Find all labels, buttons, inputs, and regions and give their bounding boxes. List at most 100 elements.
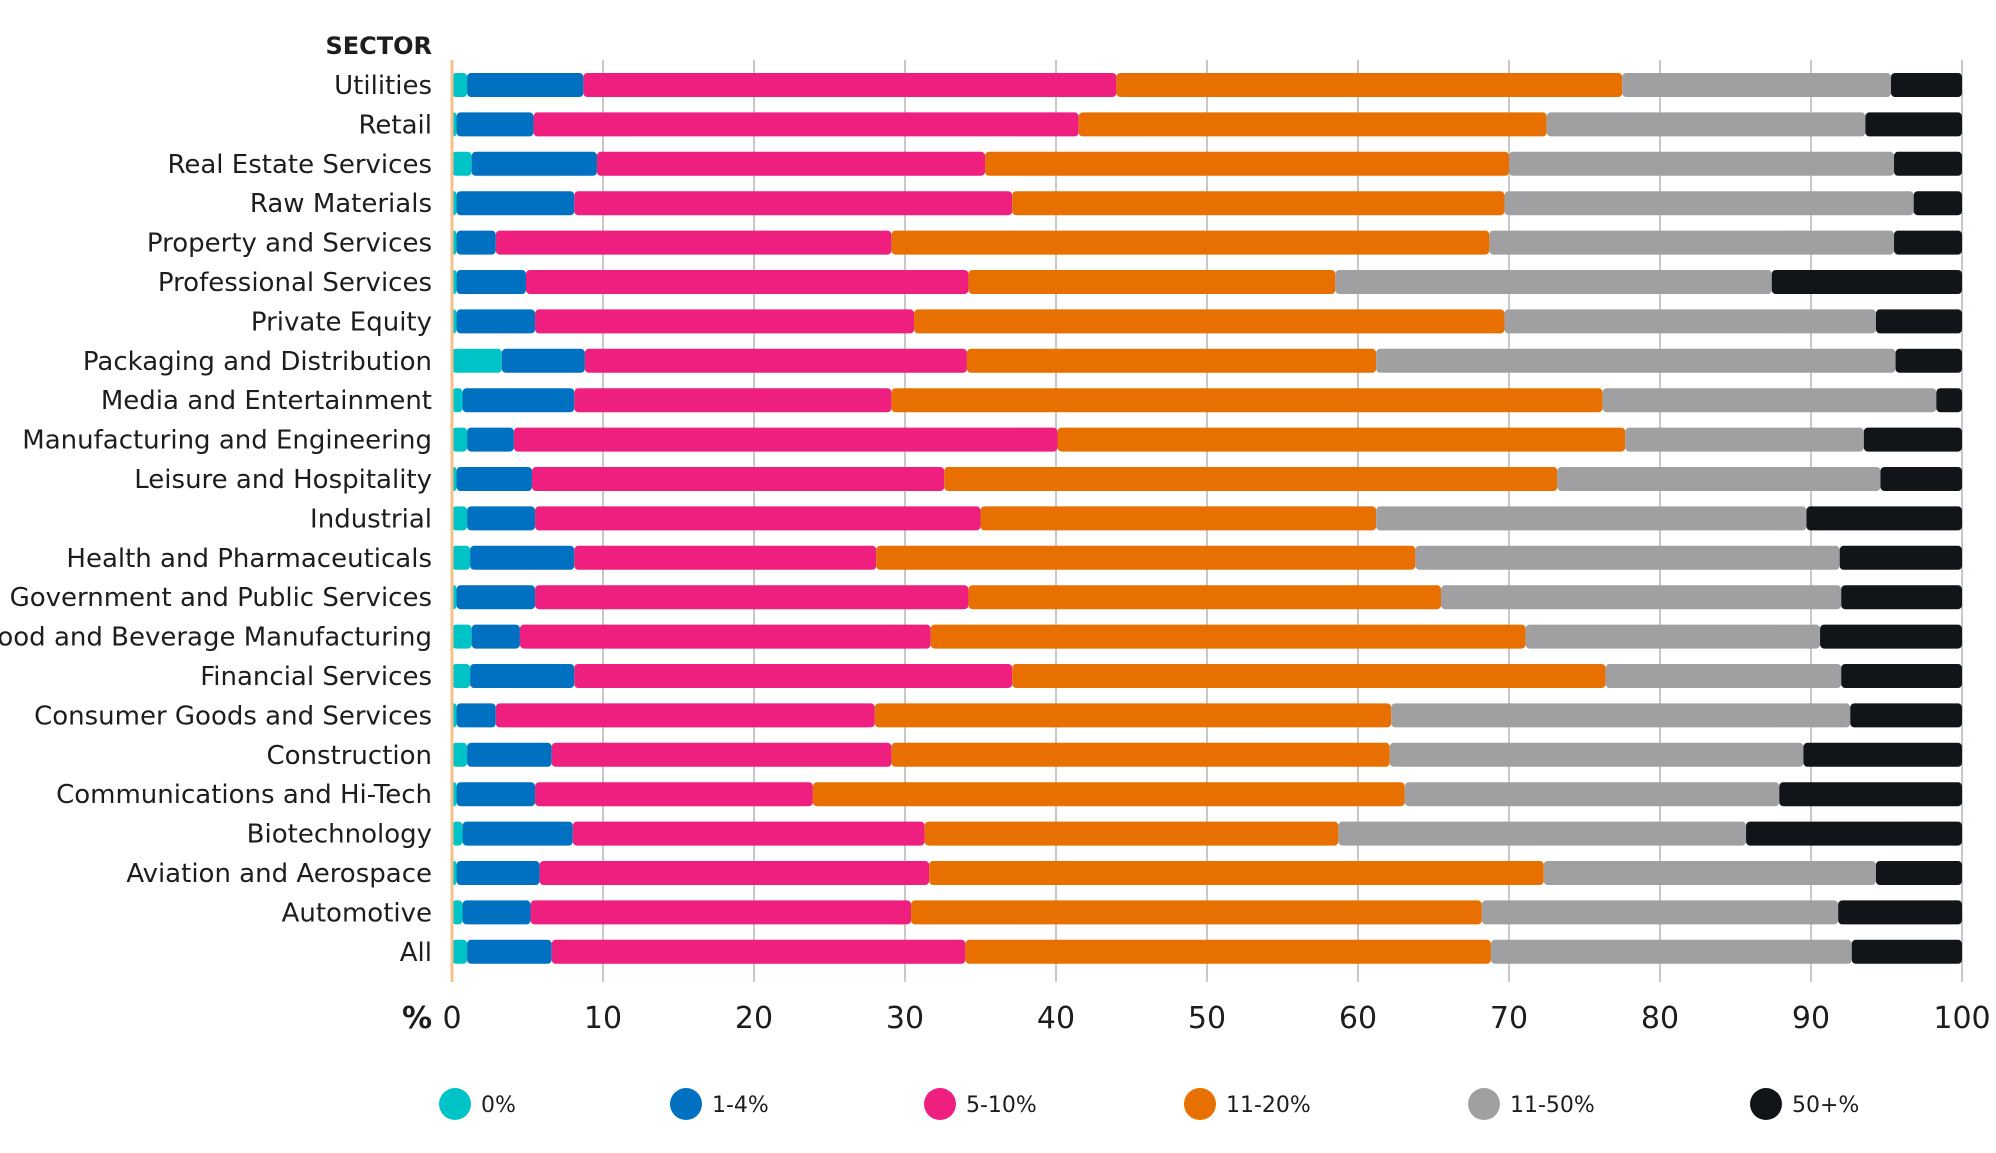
category-label: Manufacturing and Engineering (22, 426, 432, 456)
bar-segment (1880, 467, 1962, 491)
category-label: Packaging and Distribution (83, 347, 432, 377)
bar-segment (470, 545, 575, 570)
bar-segment (965, 939, 1491, 964)
bar-segment (501, 348, 585, 373)
bar-row (452, 309, 1962, 334)
category-label: Consumer Goods and Services (34, 701, 432, 731)
bar-segment (1746, 821, 1962, 846)
legend-label: 50+% (1792, 1093, 1859, 1118)
bar-segment (891, 388, 1603, 413)
category-label: Media and Entertainment (101, 386, 432, 416)
bar-segment (467, 73, 584, 97)
bar-segment (452, 939, 468, 964)
bar-segment (452, 900, 463, 925)
bar-segment (1012, 191, 1505, 216)
bar-segment (456, 703, 496, 728)
legend-item: 11-50% (1468, 1088, 1595, 1120)
bar-segment (1875, 861, 1962, 885)
bar-segment (495, 230, 892, 255)
bar-segment (1841, 664, 1962, 688)
category-label: Retail (359, 110, 432, 140)
bar-segment (574, 664, 1013, 688)
bar-segment (530, 900, 912, 925)
bar-segment (1622, 73, 1892, 97)
legend-item: 1-4% (670, 1088, 769, 1120)
bar-row (452, 703, 1962, 728)
x-tick-label: 90 (1792, 1001, 1830, 1036)
bar-row (452, 427, 1962, 452)
bar-row (452, 742, 1962, 767)
legend-label: 11-20% (1226, 1093, 1311, 1118)
legend-label: 11-50% (1510, 1093, 1595, 1118)
bar-segment (1546, 112, 1866, 137)
legend-label: 1-4% (712, 1093, 769, 1118)
bar-segment (1891, 73, 1962, 97)
bar-segment (535, 782, 813, 807)
bar-row (452, 151, 1962, 176)
bar-segment (452, 427, 468, 452)
bar-segment (891, 742, 1390, 767)
legend-label: 0% (481, 1093, 516, 1118)
bar-segment (1543, 861, 1876, 885)
bar-segment (456, 309, 536, 334)
bar-segment (456, 467, 533, 491)
bar-segment (1605, 664, 1842, 688)
bar-segment (452, 73, 468, 97)
bar-segment (525, 270, 969, 294)
bar-row (452, 230, 1962, 255)
bar-segment (596, 151, 986, 176)
x-tick-label: 70 (1490, 1001, 1528, 1036)
category-label: Health and Pharmaceuticals (66, 544, 432, 574)
bar-segment (1771, 270, 1962, 294)
bar-segment (876, 545, 1416, 570)
bar-segment (1779, 782, 1962, 807)
bar-segment (1481, 900, 1839, 925)
x-tick-label: 50 (1188, 1001, 1226, 1036)
bar-segment (1895, 348, 1962, 373)
bar-segment (452, 624, 472, 649)
bar-segment (533, 112, 1079, 137)
category-label: Professional Services (158, 268, 432, 298)
x-tick-label: 20 (735, 1001, 773, 1036)
bar-segment (1839, 545, 1962, 570)
bar-segment (1820, 624, 1962, 649)
x-tick-label: 40 (1037, 1001, 1075, 1036)
x-tick-label: 80 (1641, 1001, 1679, 1036)
bar-segment (1602, 388, 1937, 413)
bar-segment (966, 348, 1377, 373)
legend-label: 5-10% (966, 1093, 1037, 1118)
bar-segment (1894, 230, 1962, 255)
bar-segment (1391, 703, 1851, 728)
y-axis-title: SECTOR (325, 32, 432, 60)
bar-segment (572, 821, 925, 846)
bar-segment (944, 467, 1558, 491)
x-tick-label: 0 (442, 1001, 461, 1036)
bar-segment (452, 388, 463, 413)
bar-segment (1441, 585, 1842, 610)
x-tick-label: 60 (1339, 1001, 1377, 1036)
bar-segment (930, 624, 1526, 649)
bar-segment (1806, 506, 1962, 531)
bar-segment (456, 585, 536, 610)
bar-segment (1389, 742, 1804, 767)
bar-segment (467, 506, 536, 531)
bar-segment (452, 151, 472, 176)
x-tick-label: 100 (1933, 1001, 1990, 1036)
bar-segment (462, 900, 531, 925)
bar-segment (1078, 112, 1547, 137)
bar-segment (519, 624, 931, 649)
bar-segment (456, 112, 534, 137)
bar-segment (1557, 467, 1881, 491)
legend-item: 0% (439, 1088, 516, 1120)
legend: 0% 1-4% 5-10% 11-20% 11-50% 50+% (439, 1088, 1859, 1120)
bar-segment (1913, 191, 1962, 216)
x-axis-ticks: 0 10 20 30 40 50 60 70 80 90 100 (442, 1001, 1990, 1036)
bar-segment (456, 270, 526, 294)
bar-row (452, 191, 1962, 216)
bar-row (452, 545, 1962, 570)
bar-segment (467, 939, 552, 964)
legend-item: 11-20% (1184, 1088, 1311, 1120)
bar-segment (456, 782, 536, 807)
bar-segment (539, 861, 930, 885)
